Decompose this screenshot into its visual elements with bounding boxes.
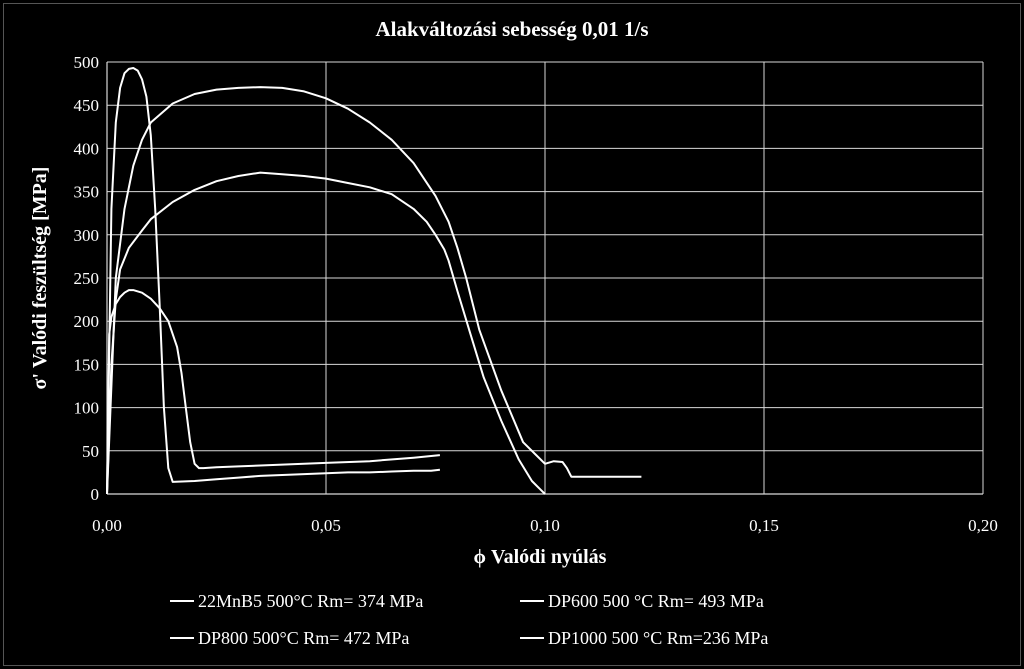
x-tick-label: 0,05 xyxy=(311,516,341,535)
x-tick-label: 0,20 xyxy=(968,516,998,535)
y-tick-label: 0 xyxy=(91,485,100,504)
y-axis-label: σ' Valódi feszültség [MPa] xyxy=(29,167,51,390)
x-axis-label: ϕ Valódi nyúlás xyxy=(474,546,607,568)
x-tick-labels: 0,00 0,05 0,10 0,15 0,20 xyxy=(92,516,998,535)
chart-frame xyxy=(3,3,1021,666)
legend-label: DP600 500 °C Rm= 493 MPa xyxy=(548,591,764,611)
y-tick-label: 250 xyxy=(74,269,100,288)
x-tick-label: 0,15 xyxy=(749,516,779,535)
y-tick-label: 150 xyxy=(74,355,100,374)
y-tick-label: 500 xyxy=(74,53,100,72)
y-tick-label: 100 xyxy=(74,399,100,418)
y-tick-label: 450 xyxy=(74,96,100,115)
legend-label: 22MnB5 500°C Rm= 374 MPa xyxy=(198,591,423,611)
series-dp600-line xyxy=(106,67,441,495)
x-tick-label: 0,10 xyxy=(530,516,560,535)
series-dp800-line xyxy=(106,86,642,495)
legend-label: DP800 500°C Rm= 472 MPa xyxy=(198,628,409,648)
y-tick-labels: 0 50 100 150 200 250 300 350 400 450 500 xyxy=(74,53,100,504)
y-tick-label: 350 xyxy=(74,183,100,202)
grid-lines xyxy=(107,61,984,494)
legend: 22MnB5 500°C Rm= 374 MPa DP600 500 °C Rm=… xyxy=(170,591,768,648)
chart-title: Alakváltozási sebesség 0,01 1/s xyxy=(376,17,649,41)
series-22mnb5-line xyxy=(106,171,546,495)
y-tick-label: 200 xyxy=(74,312,100,331)
y-tick-label: 400 xyxy=(74,139,100,158)
y-tick-label: 50 xyxy=(82,442,99,461)
legend-label: DP1000 500 °C Rm=236 MPa xyxy=(548,628,768,648)
x-tick-label: 0,00 xyxy=(92,516,122,535)
series-dp1000-line xyxy=(106,289,440,495)
y-tick-label: 300 xyxy=(74,226,100,245)
data-series xyxy=(106,67,642,495)
